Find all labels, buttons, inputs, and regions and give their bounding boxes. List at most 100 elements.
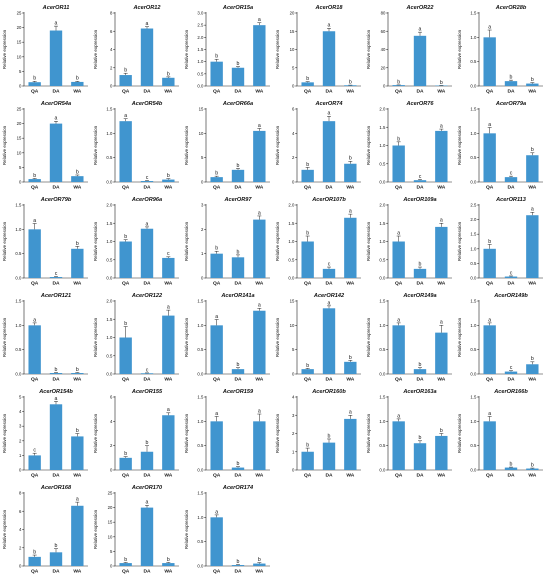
bar: [253, 25, 266, 87]
significance-letter: c: [146, 175, 149, 181]
y-axis-label: Relative expression: [366, 413, 371, 453]
bar: [49, 373, 63, 374]
bar: [504, 371, 518, 374]
significance-letter: b: [419, 362, 422, 368]
y-tick-label: 1.0: [379, 419, 386, 424]
x-tick-label: WA: [164, 569, 172, 575]
chart-panel: AcerOR168 Relative expression 0 2 4 6 8 b QA b DA a…: [2, 482, 93, 578]
y-tick-label: 1.0: [470, 35, 477, 40]
chart-panel: AcerOR170 Relative expression 0 5 10 15 20 25 b Q…: [93, 482, 184, 578]
y-axis-label: Relative expression: [457, 317, 462, 357]
significance-letter: a: [440, 320, 443, 326]
significance-letter: a: [215, 509, 218, 515]
chart-svg: AcerOR121 Relative expression 0.0 0.5 1.0 1.5…: [2, 293, 88, 383]
x-tick-label: QA: [395, 473, 403, 479]
y-tick-label: 4: [292, 395, 295, 400]
x-tick-label: DA: [416, 377, 424, 383]
y-axis-label: Relative expression: [457, 125, 462, 165]
y-tick-label: 1.5: [470, 107, 477, 112]
bar: [483, 325, 496, 374]
significance-letter: a: [488, 24, 491, 30]
chart-svg: AcerOR109a Relative expression 0.0 0.5 1.0 1.…: [366, 197, 452, 287]
y-tick-label: 0.0: [379, 180, 386, 185]
significance-letter: b: [76, 76, 79, 82]
y-tick-label: 1.5: [197, 491, 204, 496]
significance-letter: a: [531, 207, 534, 213]
significance-letter: b: [531, 462, 534, 468]
x-tick-label: QA: [213, 89, 221, 95]
y-axis-label: Relative expression: [275, 221, 280, 261]
significance-letter: a: [258, 17, 261, 23]
chart-panel: AcerOR12 Relative expression 0 2 4 6 8 b QA a DA b W…: [93, 2, 184, 98]
x-tick-label: QA: [31, 185, 39, 191]
y-tick-label: 5: [19, 395, 22, 400]
bar: [119, 121, 132, 182]
x-tick-label: QA: [31, 473, 39, 479]
y-tick-label: 0.5: [379, 443, 386, 448]
y-tick-label: 15: [290, 299, 295, 304]
y-tick-label: 4: [110, 47, 113, 52]
x-tick-label: QA: [31, 89, 39, 95]
x-tick-label: DA: [416, 185, 424, 191]
y-tick-label: 2: [201, 227, 204, 232]
bar: [253, 421, 266, 470]
y-tick-label: 1.0: [106, 335, 113, 340]
chart-panel: AcerOR22 Relative expression 0 20 40 60 80 b QA a…: [366, 2, 457, 98]
chart-svg: AcerOR74 Relative expression 0 2 4 6 b QA a DA b WA: [275, 101, 361, 191]
chart-title: AcerOR159: [222, 389, 254, 395]
significance-letter: b: [76, 169, 79, 175]
bar: [71, 81, 84, 86]
chart-title: AcerOR97: [223, 197, 252, 203]
chart-title: AcerOR11: [42, 5, 70, 11]
x-tick-label: DA: [52, 281, 60, 287]
bar: [435, 130, 448, 182]
significance-letter: b: [124, 557, 127, 563]
y-tick-label: 2: [292, 155, 295, 160]
x-tick-label: WA: [346, 89, 354, 95]
chart-title: AcerOR122: [131, 293, 163, 299]
bar: [210, 253, 223, 278]
y-tick-label: 80: [381, 11, 386, 16]
y-axis-label: Relative expression: [366, 317, 371, 357]
y-tick-label: 25: [108, 491, 113, 496]
x-tick-label: QA: [31, 569, 39, 575]
bar: [162, 77, 175, 86]
y-tick-label: 0.0: [106, 276, 113, 281]
y-tick-label: 0.5: [106, 353, 113, 358]
y-tick-label: 5: [292, 347, 295, 352]
y-tick-label: 20: [381, 65, 386, 70]
x-tick-label: QA: [31, 377, 39, 383]
chart-panel: AcerOR74 Relative expression 0 2 4 6 b QA a DA b WA: [275, 98, 366, 194]
chart-svg: AcerOR12 Relative expression 0 2 4 6 8 b QA a DA b W…: [93, 5, 179, 95]
chart-panel: AcerOR79a Relative expression 0.0 0.5 1.0 1.5…: [457, 98, 548, 194]
x-tick-label: DA: [507, 185, 515, 191]
y-tick-label: 0: [292, 372, 295, 377]
bar: [210, 177, 223, 182]
y-tick-label: 2: [110, 443, 113, 448]
y-axis-label: Relative expression: [366, 125, 371, 165]
significance-letter: b: [440, 428, 443, 434]
significance-letter: b: [76, 428, 79, 434]
y-tick-label: 2.0: [197, 35, 204, 40]
bar: [344, 217, 357, 278]
bar: [28, 556, 41, 566]
chart-panel: AcerOR79b Relative expression 0.0 0.5 1.0 1.5…: [2, 194, 93, 290]
y-axis-label: Relative expression: [184, 413, 189, 453]
chart-title: AcerOR74: [314, 101, 343, 107]
y-tick-label: 1.5: [379, 299, 386, 304]
significance-letter: b: [419, 435, 422, 441]
x-tick-label: WA: [164, 185, 172, 191]
significance-letter: a: [55, 396, 58, 402]
chart-panel: AcerOR54b Relative expression 0.0 0.5 1.0 1.5…: [93, 98, 184, 194]
bar: [28, 82, 41, 86]
bar: [504, 81, 518, 86]
chart-title: AcerOR142: [313, 293, 345, 299]
significance-letter: b: [33, 173, 36, 179]
bar: [392, 145, 405, 182]
significance-letter: b: [510, 75, 513, 81]
significance-letter: b: [397, 79, 400, 85]
y-tick-label: 1.5: [379, 395, 386, 400]
significance-letter: b: [146, 440, 149, 446]
x-tick-label: DA: [143, 89, 151, 95]
significance-letter: c: [146, 367, 149, 373]
